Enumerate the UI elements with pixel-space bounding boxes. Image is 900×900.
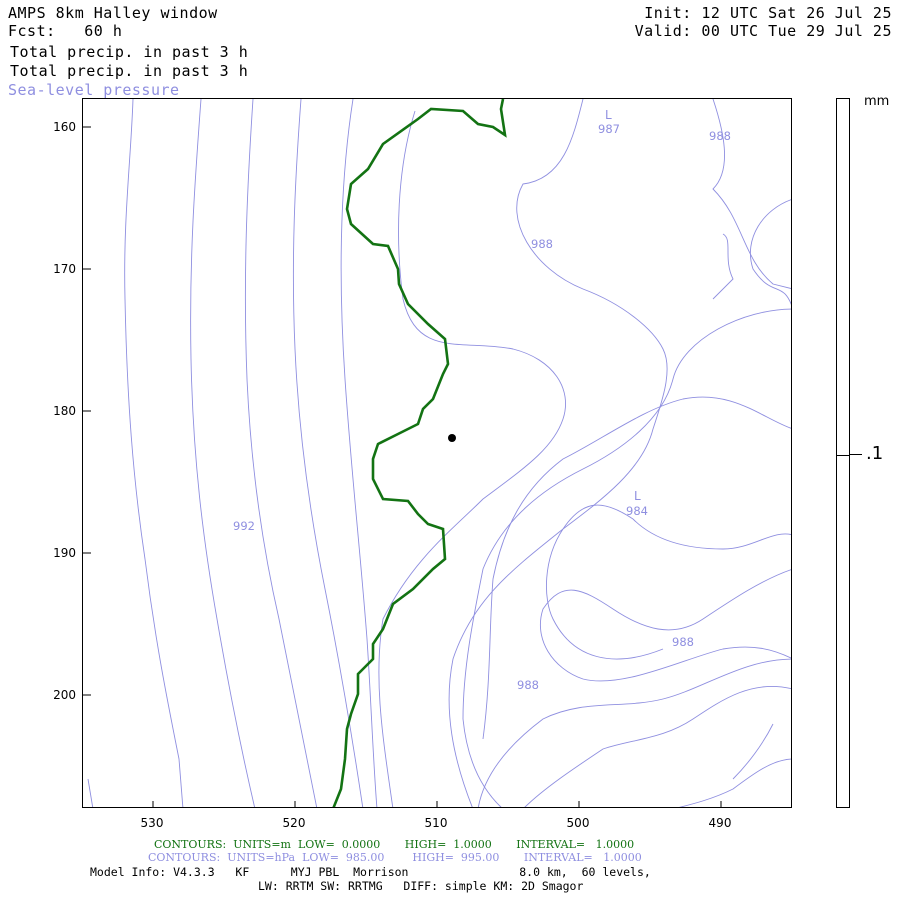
map-title: AMPS 8km Halley window [8,4,218,22]
tick-marks [83,126,722,807]
low-marker: L [634,489,641,503]
isobar [524,685,791,807]
colorbar-tick [850,454,862,455]
isobar [732,723,774,780]
isobar [462,308,791,807]
isobar [679,758,791,807]
x-tick-label: 500 [566,816,590,830]
forecast-hour: Fcst: 60 h [8,22,123,40]
isobar [244,99,318,807]
colorbar-units: mm [864,94,890,109]
low-marker: L [605,108,612,122]
colorbar-divider [837,455,849,456]
init-time: Init: 12 UTC Sat 26 Jul 25 [644,4,892,22]
isobar [545,504,791,660]
contour-label: 984 [626,504,648,518]
x-tick-label: 520 [282,816,306,830]
isobar [448,99,668,807]
contour-label: 988 [672,635,694,649]
field-label-1: Total precip. in past 3 h [10,43,249,61]
y-tick-label: 160 [53,120,76,134]
precip-contour [332,99,507,807]
pressure-contours [87,99,791,807]
x-tick-label: 510 [424,816,448,830]
isobar [712,233,734,300]
y-tick-label: 190 [53,546,76,560]
isobar [190,99,255,807]
isobar [712,99,791,289]
map-canvas: L L 987 988 988 992 984 988 988 [83,99,791,807]
isobar [539,569,791,682]
isobar [749,199,791,306]
contour-label: 992 [233,519,255,533]
contour-label: 988 [709,129,731,143]
y-tick-label: 200 [53,688,76,702]
station-dot [448,434,456,442]
isobar [292,99,364,807]
contour-label: 988 [531,237,553,251]
isobar [482,396,791,740]
map-plot-area: L L 987 988 988 992 984 988 988 [82,98,792,808]
isobar [378,110,566,807]
y-tick-label: 180 [53,404,76,418]
footer-precip-contours: CONTOURS: UNITS=m LOW= 0.0000 HIGH= 1.00… [154,838,635,851]
isobar [87,778,94,807]
field-label-3: Sea-level pressure [8,81,180,99]
contour-label: 987 [598,122,620,136]
valid-time: Valid: 00 UTC Tue 29 Jul 25 [634,22,892,40]
x-tick-label: 490 [708,816,732,830]
y-tick-label: 170 [53,262,76,276]
field-label-2: Total precip. in past 3 h [10,62,249,80]
contour-label: 988 [517,678,539,692]
isobar [477,658,791,807]
footer-physics-info: LW: RRTM SW: RRTMG DIFF: simple KM: 2D S… [258,879,584,893]
footer-pressure-contours: CONTOURS: UNITS=hPa LOW= 985.00 HIGH= 99… [148,851,642,864]
x-tick-label: 530 [140,816,164,830]
footer-model-info: Model Info: V4.3.3 KF MYJ PBL Morrison 8… [90,865,651,879]
isobar [124,99,184,807]
colorbar-tick-label: .1 [866,443,884,464]
isobar [340,99,378,807]
colorbar [836,98,850,808]
